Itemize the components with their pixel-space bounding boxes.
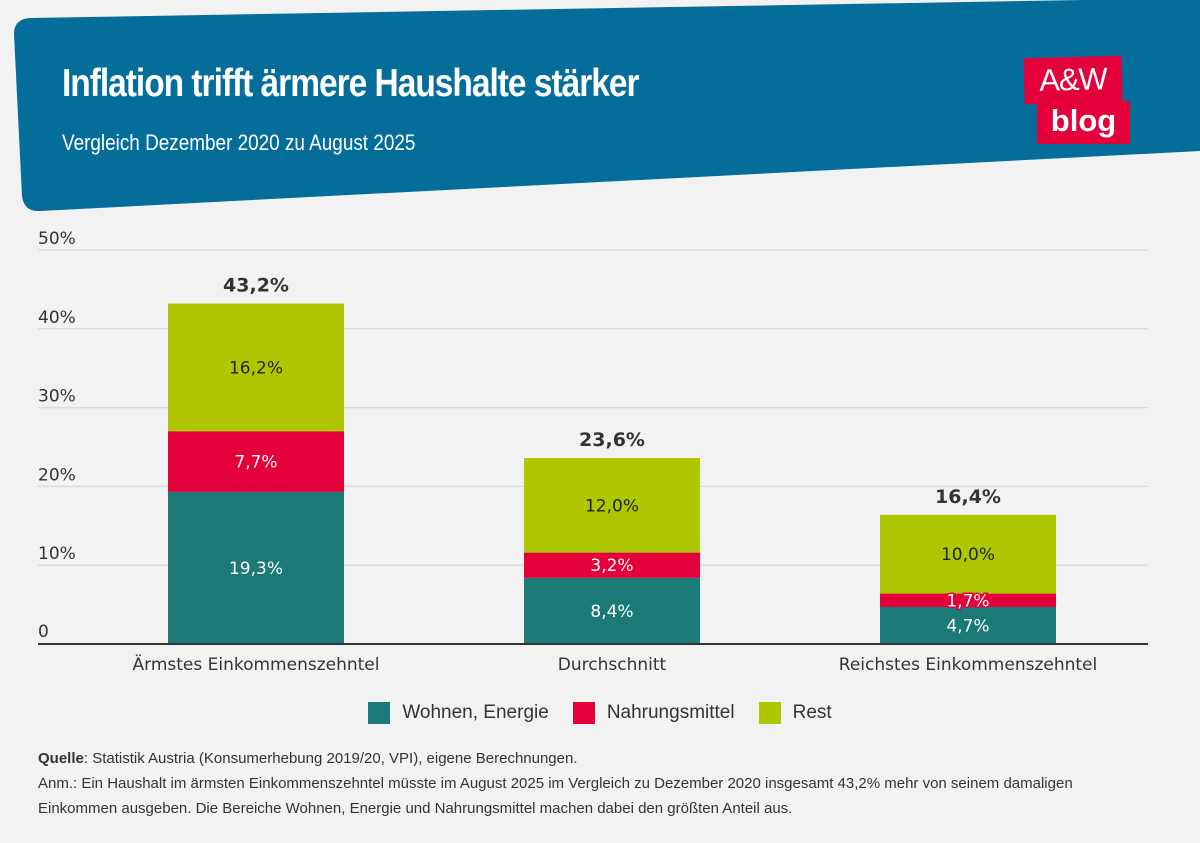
bar-segment bbox=[524, 458, 700, 553]
bar-segment bbox=[524, 577, 700, 644]
segment-label: 19,3% bbox=[229, 559, 283, 579]
total-label: 43,2% bbox=[223, 275, 289, 297]
chart-title: Inflation trifft ärmere Haushalte stärke… bbox=[62, 62, 640, 105]
legend-item-rest: Rest bbox=[758, 702, 832, 724]
source-line: Quelle: Statistik Austria (Konsumerhebun… bbox=[38, 746, 1178, 771]
aw-blog-logo[interactable]: A&W blog bbox=[1022, 55, 1134, 147]
header-banner bbox=[14, 0, 1200, 212]
segment-label: 10,0% bbox=[941, 545, 995, 565]
legend-label: Nahrungsmittel bbox=[606, 702, 735, 723]
bars bbox=[168, 303, 1056, 644]
chart-subtitle: Vergleich Dezember 2020 zu August 2025 bbox=[62, 130, 416, 155]
x-axis-labels: Ärmstes Einkommenszehntel Durchschnitt Rei… bbox=[133, 654, 1098, 675]
total-label: 16,4% bbox=[935, 486, 1001, 508]
bar-segment bbox=[880, 514, 1056, 594]
y-tick-label: 40% bbox=[38, 308, 76, 328]
legend-swatch bbox=[368, 702, 391, 724]
y-tick-label: 20% bbox=[38, 465, 76, 485]
x-category-label: Reichstes Einkommenszehntel bbox=[839, 655, 1097, 675]
segment-label: 12,0% bbox=[585, 496, 639, 516]
segment-label: 7,7% bbox=[234, 453, 277, 473]
x-category-label: Durchschnitt bbox=[558, 655, 667, 675]
y-tick-label: 10% bbox=[38, 544, 76, 564]
x-category-label: Ärmstes Einkommenszehntel bbox=[133, 654, 380, 675]
legend-item-nahrungsmittel: Nahrungsmittel bbox=[572, 702, 735, 724]
segment-label: 8,4% bbox=[590, 602, 633, 622]
legend-label: Rest bbox=[792, 702, 832, 723]
segment-label: 16,2% bbox=[229, 358, 283, 378]
logo-blog-text: blog bbox=[1037, 101, 1130, 144]
banner-shape bbox=[14, 0, 1200, 212]
footer-notes: Quelle: Statistik Austria (Konsumerhebun… bbox=[38, 746, 1178, 821]
logo-aw-text: A&W bbox=[1023, 55, 1123, 105]
total-label: 23,6% bbox=[579, 429, 645, 451]
segment-label: 3,2% bbox=[590, 556, 633, 576]
y-tick-label: 50% bbox=[38, 229, 76, 249]
source-text: : Statistik Austria (Konsumerhebung 2019… bbox=[83, 750, 578, 767]
legend-swatch bbox=[758, 702, 781, 724]
segment-label: 4,7% bbox=[946, 616, 989, 636]
legend: Wohnen, Energie Nahrungsmittel Rest bbox=[0, 702, 1200, 724]
y-tick-label: 0 bbox=[38, 622, 49, 642]
source-label: Quelle bbox=[38, 750, 84, 767]
bar-segment bbox=[880, 606, 1056, 644]
note-line-1: Anm.: Ein Haushalt im ärmsten Einkommens… bbox=[38, 775, 1073, 792]
bar-segment bbox=[168, 431, 344, 492]
note-line-2: Einkommen ausgeben. Die Bereiche Wohnen,… bbox=[38, 800, 793, 817]
y-tick-label: 30% bbox=[38, 387, 76, 407]
legend-item-wohnen-energie: Wohnen, Energie bbox=[368, 702, 549, 724]
y-axis-ticks: 0 10% 20% 30% 40% 50% bbox=[38, 229, 76, 642]
bar-segment bbox=[524, 552, 700, 578]
segment-label: 1,7% bbox=[946, 591, 989, 611]
legend-swatch bbox=[572, 702, 595, 724]
bar-segment bbox=[880, 593, 1056, 607]
legend-label: Wohnen, Energie bbox=[402, 702, 549, 723]
stacked-bar-chart: 0 10% 20% 30% 40% 50% 19,3% 7,7% 16,2% 43,2% 8,4%… bbox=[38, 229, 1148, 675]
bar-segment bbox=[168, 491, 344, 644]
bar-segment bbox=[168, 303, 344, 432]
bar-labels: 19,3% 7,7% 16,2% 43,2% 8,4% 3,2% 12,0% 23,6% 4,7… bbox=[223, 275, 1001, 637]
